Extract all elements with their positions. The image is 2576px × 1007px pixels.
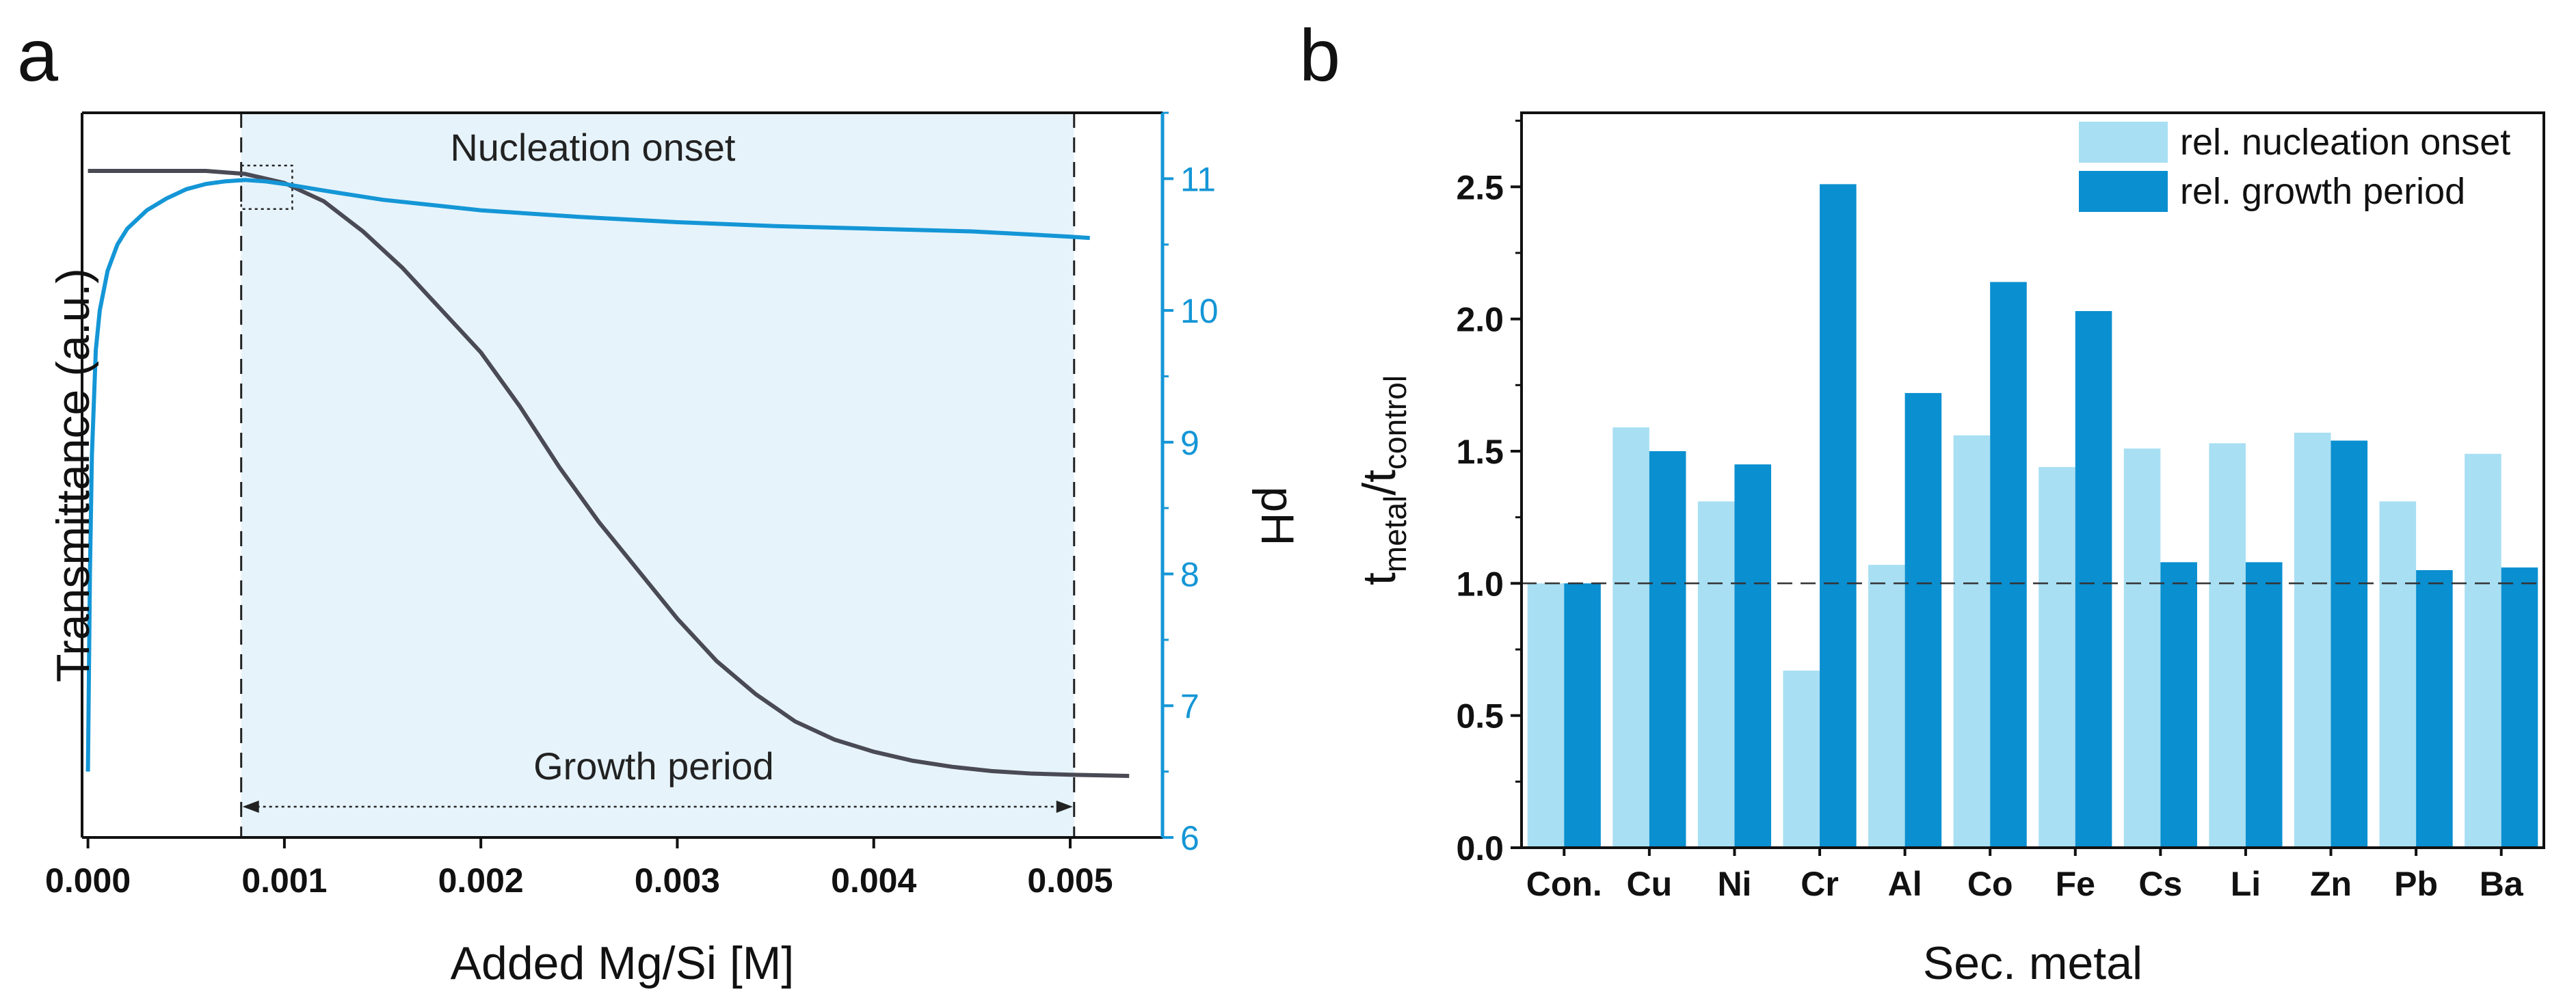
panel-b-x-ticks: Con. Cu Ni Cr Al Co Fe Cs Li Zn Pb Ba — [1526, 848, 2524, 903]
x-tick-label-6: Fe — [2056, 865, 2095, 903]
x-tick-label-1: 0.001 — [241, 861, 327, 900]
bar-nucleation-Fe — [2039, 467, 2075, 848]
growth-arrow-left-head — [242, 801, 259, 813]
bar-growth-Cu — [1649, 451, 1686, 848]
bar-nucleation-Cs — [2123, 448, 2161, 848]
bar-nucleation-Cr — [1783, 670, 1820, 848]
bar-growth-Ba — [2501, 567, 2538, 848]
panel-a-right-y-axis-title: pH — [1251, 487, 1303, 546]
ph-series-line — [85, 178, 1090, 772]
bar-nucleation-Cu — [1612, 427, 1649, 848]
y-title-sub-control: control — [1377, 375, 1413, 470]
y-tick-label-5: 2.5 — [1456, 168, 1504, 206]
bar-growth-Cr — [1820, 184, 1857, 848]
bar-growth-Al — [1904, 392, 1942, 848]
x-tick-label-10: Pb — [2394, 865, 2438, 903]
bar-nucleation-Ba — [2465, 453, 2501, 848]
y-tick-label-2: 1.0 — [1456, 565, 1504, 603]
y-tick-label-0: 0.0 — [1456, 829, 1504, 868]
x-tick-label-2: 0.002 — [438, 861, 524, 900]
panel-a-chart: 0.000 0.001 0.002 0.003 0.004 0.005 67891011 … — [45, 111, 1303, 989]
right-y-tick-label-3: 9 — [1180, 424, 1199, 462]
bar-growth-Cs — [2160, 562, 2197, 848]
x-tick-label-9: Zn — [2310, 865, 2352, 903]
x-tick-label-3: Cr — [1801, 865, 1839, 903]
bar-growth-Pb — [2416, 569, 2453, 848]
right-y-tick-label-1: 7 — [1180, 687, 1199, 725]
legend-swatch-nucleation — [2079, 122, 2168, 163]
panel-b-chart: 0.0 0.5 1.0 1.5 2.0 2.5 Con. Cu Ni Cr Al Co Fe Cs Li Z… — [1353, 111, 2545, 989]
x-tick-label-8: Li — [2231, 865, 2261, 903]
panel-a-x-ticks: 0.000 0.001 0.002 0.003 0.004 0.005 — [45, 837, 1113, 900]
nucleation-onset-box — [240, 164, 293, 210]
x-tick-label-5: 0.005 — [1027, 861, 1113, 900]
legend-label-growth: rel. growth period — [2180, 171, 2465, 212]
x-tick-label-0: Con. — [1526, 865, 1602, 903]
bar-growth-Fe — [2075, 311, 2112, 848]
y-title-slash-t: /t — [1353, 470, 1405, 496]
bar-growth-Li — [2245, 562, 2283, 848]
growth-period-arrow — [242, 801, 1073, 813]
legend-swatch-growth — [2079, 171, 2168, 212]
x-tick-label-4: Al — [1888, 865, 1922, 903]
growth-period-annotation: Growth period — [533, 744, 774, 788]
panel-b-bars — [1527, 184, 2538, 848]
y-tick-label-1: 0.5 — [1456, 697, 1504, 736]
bar-nucleation-Pb — [2379, 501, 2417, 848]
panel-a-label: a — [17, 14, 59, 96]
bar-nucleation-Al — [1868, 565, 1905, 848]
x-tick-label-4: 0.004 — [831, 861, 916, 900]
nucleation-onset-annotation: Nucleation onset — [450, 126, 736, 169]
panel-b-label: b — [1299, 14, 1340, 96]
y-tick-label-3: 1.5 — [1456, 433, 1504, 471]
bar-growth-Ni — [1734, 464, 1772, 848]
bar-nucleation-Con — [1527, 583, 1565, 848]
panel-b-plot-border — [1520, 111, 2545, 849]
right-y-tick-label-4: 10 — [1180, 292, 1219, 330]
panel-a-frame — [81, 111, 1165, 839]
y-title-sub-metal: metal — [1377, 496, 1413, 572]
bar-nucleation-Co — [1953, 435, 1991, 848]
y-tick-label-4: 2.0 — [1456, 301, 1504, 339]
bar-nucleation-Zn — [2294, 432, 2331, 848]
growth-period-shading — [241, 113, 1074, 837]
bar-growth-Zn — [2331, 440, 2368, 848]
transmittance-series-line — [88, 169, 1130, 778]
x-tick-label-2: Ni — [1717, 865, 1751, 903]
bar-growth-Co — [1990, 282, 2027, 848]
panel-b-frame — [1520, 111, 2545, 849]
x-tick-label-11: Ba — [2480, 865, 2524, 903]
bar-nucleation-Li — [2209, 443, 2246, 848]
panel-a-x-axis-title: Added Mg/Si [M] — [451, 937, 795, 989]
legend-label-nucleation: rel. nucleation onset — [2180, 122, 2510, 163]
x-tick-label-5: Co — [1967, 865, 2013, 903]
bar-growth-Con — [1564, 583, 1601, 848]
x-tick-label-0: 0.000 — [45, 861, 131, 900]
right-y-tick-label-2: 8 — [1180, 556, 1199, 594]
right-y-tick-label-5: 11 — [1180, 160, 1216, 198]
panel-b-x-axis-title: Sec. metal — [1923, 937, 2142, 989]
panel-a-right-y-ticks: 6 7 8 9 10 11 — [1163, 111, 1219, 857]
panel-b-y-ticks: 0.0 0.5 1.0 1.5 2.0 2.5 — [1456, 120, 1522, 868]
x-tick-label-1: Cu — [1627, 865, 1673, 903]
growth-arrow-right-head — [1056, 801, 1073, 813]
nucleation-dashed-lines — [240, 113, 1076, 837]
panel-b-legend: rel. nucleation onset rel. growth period — [2079, 122, 2510, 212]
x-tick-label-3: 0.003 — [635, 861, 720, 900]
right-y-tick-label-0: 6 — [1180, 819, 1199, 857]
panel-a-left-y-axis-title: Transmittance (a.u.) — [47, 268, 99, 682]
panel-b-y-axis-title: tmetal/tcontrol — [1353, 375, 1413, 585]
x-tick-label-7: Cs — [2138, 865, 2182, 903]
bar-nucleation-Ni — [1697, 501, 1735, 848]
y-title-t: t — [1353, 572, 1405, 585]
